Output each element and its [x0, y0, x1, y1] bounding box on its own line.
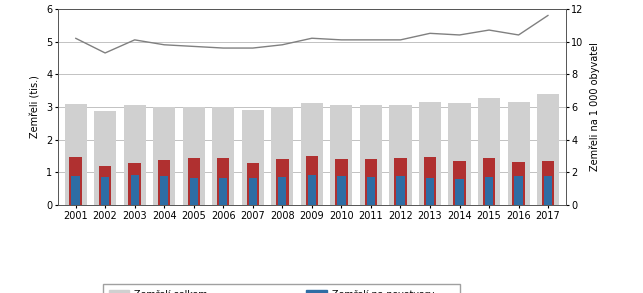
- Bar: [242, 110, 264, 205]
- Bar: [537, 94, 559, 205]
- Bar: [123, 105, 146, 205]
- Bar: [99, 166, 111, 205]
- Bar: [390, 105, 412, 205]
- Bar: [507, 102, 530, 205]
- Bar: [278, 177, 287, 205]
- Bar: [485, 177, 493, 205]
- Bar: [394, 158, 406, 205]
- Bar: [478, 98, 500, 205]
- Bar: [69, 157, 82, 205]
- Bar: [212, 107, 234, 205]
- Bar: [188, 158, 200, 205]
- Bar: [276, 159, 289, 205]
- Bar: [190, 178, 198, 205]
- Bar: [335, 159, 348, 205]
- Y-axis label: Zemřeli na 1 000 obyvatel: Zemřeli na 1 000 obyvatel: [590, 42, 600, 171]
- Bar: [129, 163, 141, 205]
- Bar: [426, 178, 434, 205]
- Bar: [64, 104, 87, 205]
- Bar: [160, 176, 168, 205]
- Bar: [71, 176, 80, 205]
- Bar: [131, 175, 139, 205]
- Bar: [217, 158, 230, 205]
- Bar: [396, 176, 404, 205]
- Bar: [331, 105, 352, 205]
- Bar: [94, 111, 116, 205]
- Bar: [453, 161, 466, 205]
- Bar: [419, 102, 441, 205]
- Bar: [301, 103, 323, 205]
- Bar: [158, 160, 170, 205]
- Bar: [424, 157, 436, 205]
- Bar: [305, 156, 318, 205]
- Bar: [544, 176, 552, 205]
- Bar: [514, 176, 523, 205]
- Bar: [360, 105, 382, 205]
- Bar: [365, 159, 377, 205]
- Legend: Zemřelí celkem, Zemřelí na nemoci oběh. soustavy, Zemřelí na novotvary, Zemřelí : Zemřelí celkem, Zemřelí na nemoci oběh. …: [103, 285, 460, 293]
- Bar: [271, 107, 293, 205]
- Bar: [246, 163, 259, 205]
- Bar: [308, 175, 316, 205]
- Bar: [367, 177, 375, 205]
- Y-axis label: Zemřeli (tis.): Zemřeli (tis.): [30, 76, 41, 138]
- Bar: [219, 178, 228, 205]
- Bar: [337, 176, 345, 205]
- Bar: [153, 107, 176, 205]
- Bar: [483, 158, 495, 205]
- Bar: [101, 177, 109, 205]
- Bar: [249, 178, 257, 205]
- Bar: [512, 161, 525, 205]
- Bar: [455, 179, 464, 205]
- Bar: [448, 103, 471, 205]
- Bar: [183, 107, 205, 205]
- Bar: [542, 161, 554, 205]
